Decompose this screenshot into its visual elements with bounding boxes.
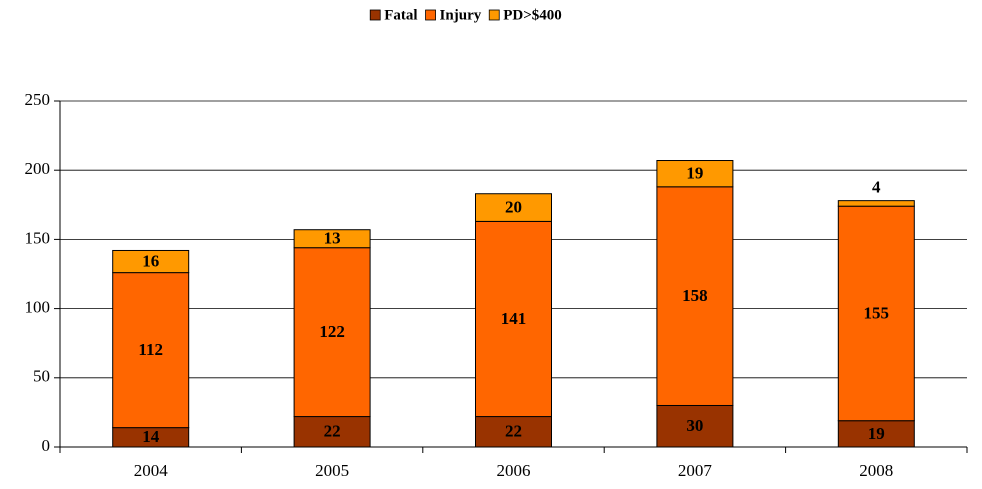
x-tick-label: 2007 — [678, 461, 713, 480]
x-tick-label: 2004 — [134, 461, 169, 480]
legend-swatch — [369, 9, 381, 21]
data-label: 19 — [868, 424, 885, 443]
data-label: 14 — [142, 427, 160, 446]
bar-segment — [112, 249, 190, 274]
bar-segment — [656, 404, 734, 448]
x-tick-label: 2006 — [497, 461, 531, 480]
bar-segment — [837, 205, 915, 422]
bar-segment — [293, 247, 371, 418]
data-label: 30 — [686, 416, 703, 435]
data-label: 22 — [324, 422, 341, 441]
bar-segment — [656, 186, 734, 406]
legend-swatch — [488, 9, 500, 21]
bar-segment — [293, 416, 371, 448]
y-tick-label: 50 — [33, 367, 50, 386]
legend-label: Injury — [440, 7, 482, 23]
bar-segment — [112, 272, 190, 429]
data-label: 112 — [138, 340, 163, 359]
legend-label: Fatal — [384, 7, 417, 23]
y-tick-label: 0 — [42, 436, 51, 455]
x-tick-label: 2008 — [859, 461, 893, 480]
y-tick-label: 200 — [25, 159, 51, 178]
legend-label: PD>$400 — [503, 7, 562, 23]
data-label: 19 — [686, 164, 703, 183]
data-label: 158 — [682, 286, 708, 305]
data-label: 13 — [324, 229, 341, 248]
bar-segment — [475, 193, 552, 222]
legend: Fatal Injury PD>$400 — [369, 7, 562, 23]
y-tick-label: 100 — [25, 298, 51, 317]
x-tick-label: 2005 — [315, 461, 349, 480]
data-label: 4 — [872, 178, 881, 197]
data-label: 22 — [505, 422, 522, 441]
data-label: 141 — [501, 309, 527, 328]
bar-segment — [475, 220, 552, 418]
data-label: 122 — [319, 322, 345, 341]
legend-swatch — [425, 9, 436, 21]
data-label: 20 — [505, 197, 522, 216]
data-label: 155 — [864, 303, 890, 322]
y-tick-label: 150 — [25, 228, 51, 247]
y-tick-label: 250 — [25, 90, 51, 109]
bar-segment — [837, 200, 915, 207]
bar-segment — [837, 420, 915, 448]
bar-segment — [656, 160, 734, 188]
bar-segment — [293, 229, 371, 249]
data-label: 16 — [142, 251, 159, 270]
